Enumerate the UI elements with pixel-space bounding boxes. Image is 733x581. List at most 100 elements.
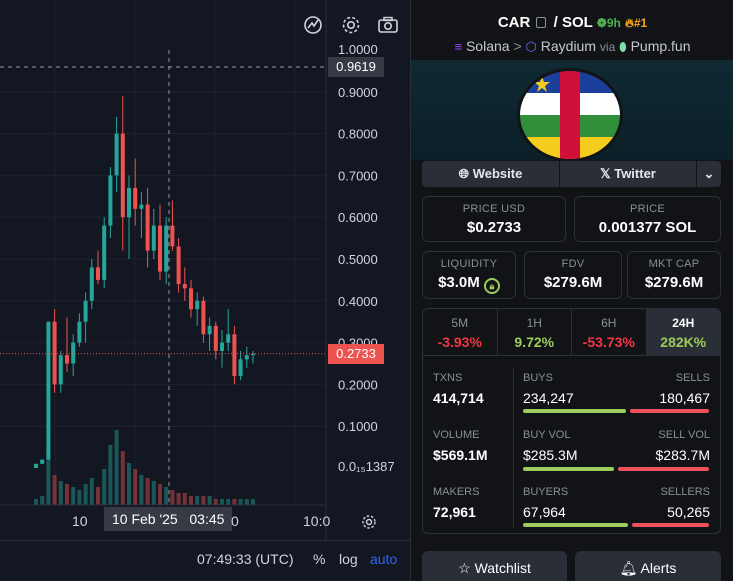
sell-vol-value: $283.7M (655, 447, 710, 463)
volume-bar (176, 493, 181, 505)
candle-body (77, 321, 82, 343)
volume-bar (83, 484, 88, 505)
y-tick-label: 0.4000 (338, 294, 378, 309)
txns-value: 414,714 (433, 390, 484, 406)
candle-body (176, 246, 181, 285)
mkt-cap-box: MKT CAP $279.6M (627, 251, 721, 299)
alerts-button[interactable]: 🔔︎ Alerts (575, 551, 721, 581)
volume-bar (151, 481, 156, 505)
candle-body (226, 334, 231, 343)
candle-body (40, 459, 45, 464)
y-tick-label: 0.6000 (338, 210, 378, 225)
y-tick-label: 0.0₁₅1387 (338, 459, 395, 474)
volume-bar (108, 445, 113, 505)
buyers-ratio-bar (523, 523, 628, 527)
percent-toggle[interactable]: % (313, 551, 326, 567)
chain-name[interactable]: Solana (465, 38, 510, 54)
volume-bar (127, 463, 131, 505)
star-icon: ☆ (458, 560, 471, 576)
dex-name[interactable]: Raydium (540, 38, 597, 54)
candle-body (102, 225, 107, 280)
indicators-icon[interactable] (302, 14, 324, 36)
time-label-10: 10 (72, 513, 88, 529)
candle-body (96, 267, 100, 280)
volume-bar (102, 469, 107, 505)
watchlist-label: Watchlist (474, 560, 531, 576)
candle-body (108, 175, 113, 226)
sellers-ratio-bar (632, 523, 709, 527)
y-tick-label: 0.7000 (338, 168, 378, 183)
liquidity-box: LIQUIDITY $3.0M 🔒︎ (422, 251, 516, 299)
alerts-label: Alerts (640, 560, 677, 576)
camera-icon[interactable] (377, 14, 399, 36)
tab-6h-change: -53.73% (582, 334, 635, 350)
pair-header: CAR / SOL ❁9h 🔥︎#1 (411, 14, 733, 31)
tab-6h[interactable]: 6H -53.73% (572, 309, 647, 355)
launchpad-name[interactable]: Pump.fun (630, 38, 691, 54)
volume-bar (34, 499, 38, 505)
candle-body (83, 300, 88, 322)
volume-bar (189, 496, 193, 505)
volume-bar (244, 499, 249, 505)
candle-body (189, 288, 193, 310)
volume-bar (232, 499, 237, 505)
txns-label: TXNS (433, 372, 463, 384)
y-tick-label: 0.9000 (338, 85, 378, 100)
candle-body (151, 225, 156, 251)
price-native-label: PRICE (629, 203, 666, 215)
bell-icon: 🔔︎ (619, 560, 638, 576)
candle-body (244, 355, 249, 360)
candle-body (114, 133, 119, 176)
volume-bar (52, 475, 57, 505)
website-button[interactable]: 🌐︎ Website (422, 161, 559, 187)
y-tick-label: 0.8000 (338, 127, 378, 142)
volume-bar (213, 499, 218, 505)
chart-pane[interactable]: 0.90000.80000.70000.60000.50000.40000.30… (0, 0, 410, 581)
twitter-button[interactable]: 𝕏 Twitter (560, 161, 696, 187)
website-label: Website (472, 166, 523, 181)
volume-bar (238, 499, 243, 505)
candle-body (207, 325, 212, 335)
copy-icon[interactable] (536, 17, 547, 28)
tab-5m[interactable]: 5M -3.93% (423, 309, 498, 355)
via-text: via (599, 40, 616, 54)
tab-1h[interactable]: 1H 9.72% (498, 309, 572, 355)
settings-icon[interactable] (340, 14, 362, 36)
price-usd-box: PRICE USD $0.2733 (422, 196, 566, 242)
chart-bottom-bar: 07:49:33 (UTC) % log auto (0, 540, 410, 581)
buy-vol-ratio-bar (523, 467, 614, 471)
tab-1h-change: 9.72% (514, 334, 555, 350)
volume-bar (139, 475, 144, 505)
volume-bar (46, 451, 51, 505)
buys-value: 234,247 (523, 390, 574, 406)
candle-body (164, 225, 169, 272)
candle-body (34, 463, 38, 468)
candle-body (58, 355, 63, 385)
candle-body (238, 359, 243, 377)
tab-24h[interactable]: 24H 282K% (646, 309, 720, 355)
pair-separator: / (553, 14, 558, 31)
candle-body (170, 225, 175, 247)
trending-rank: #1 (633, 16, 648, 30)
raydium-icon: ⬡ (525, 39, 537, 54)
sellers-value: 50,265 (667, 504, 710, 520)
log-toggle[interactable]: log (339, 551, 358, 567)
liquidity-label: LIQUIDITY (440, 258, 498, 270)
pill-icon: ⬮ (619, 40, 627, 54)
volume-bar (40, 496, 45, 505)
candlestick-chart[interactable]: 0.90000.80000.70000.60000.50000.40000.30… (0, 0, 410, 540)
watchlist-button[interactable]: ☆ Watchlist (422, 551, 567, 581)
stats-divider (513, 368, 514, 528)
candle-body (158, 225, 162, 272)
candle-body (213, 325, 218, 351)
lock-icon[interactable]: 🔒︎ (483, 278, 500, 294)
candle-body (145, 204, 150, 251)
links-dropdown-button[interactable]: ⌄ (697, 161, 721, 187)
flame-icon: 🔥︎ (625, 16, 634, 30)
time-axis-settings-icon[interactable] (360, 513, 378, 531)
candle-body (127, 187, 131, 218)
stats-panel: TXNS 414,714 BUYS 234,247 SELLS 180,467 … (422, 356, 721, 534)
candle-body (46, 321, 51, 460)
auto-toggle[interactable]: auto (370, 551, 398, 567)
volume-label: VOLUME (433, 429, 480, 441)
